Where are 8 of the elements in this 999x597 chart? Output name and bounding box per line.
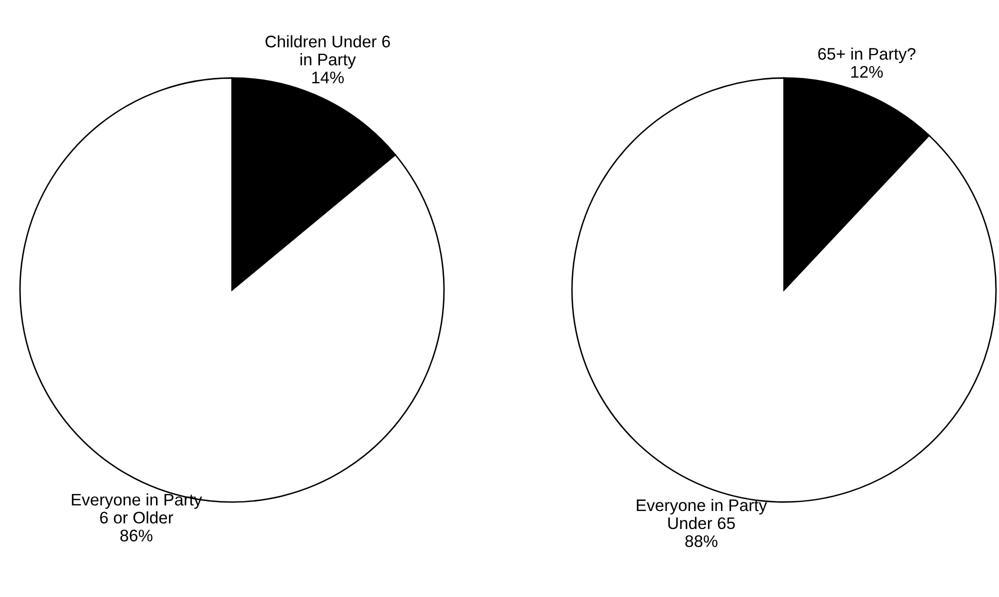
slice-label: 65+ in Party? [818,48,916,64]
data-label: 12% [851,66,883,78]
slice-label: Everyone in Party 6 or Older [72,493,202,524]
data-label: 86% [120,530,152,542]
slice-label: Everyone in Party Under 65 [636,498,768,530]
data-label: 88% [685,535,718,548]
slice-label: Children Under 6 in Party [266,35,390,69]
data-label: 14% [312,72,344,84]
